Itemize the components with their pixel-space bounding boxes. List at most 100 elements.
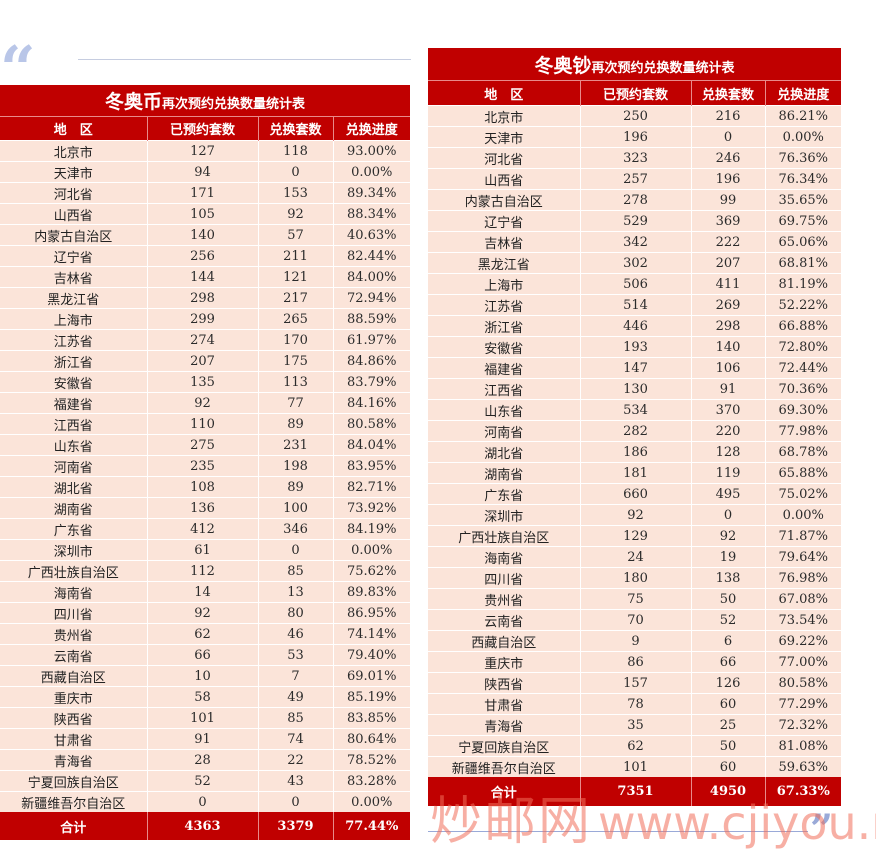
- cell-progress: 76.98%: [764, 567, 842, 589]
- cell-exchanged: 0: [257, 539, 333, 561]
- cell-region: 湖南省: [0, 497, 147, 519]
- cell-exchanged: 43: [257, 770, 333, 792]
- table-row: 福建省 92 77 84.16%: [0, 392, 411, 414]
- cell-progress: 83.85%: [332, 707, 411, 729]
- cell-booked: 94: [146, 161, 258, 183]
- cell-region: 上海市: [428, 273, 580, 295]
- cell-booked: 193: [579, 336, 691, 358]
- cell-exchanged: 265: [257, 308, 333, 330]
- cell-booked: 127: [146, 140, 258, 162]
- cell-progress: 75.02%: [764, 483, 842, 505]
- cell-booked: 323: [579, 147, 691, 169]
- cell-progress: 0.00%: [764, 126, 842, 148]
- cell-region: 海南省: [0, 581, 147, 603]
- cell-progress: 83.95%: [332, 455, 411, 477]
- cell-booked: 52: [146, 770, 258, 792]
- cell-region: 四川省: [0, 602, 147, 624]
- cell-progress: 40.63%: [332, 224, 411, 246]
- table-title: 冬奥币再次预约兑换数量统计表: [0, 85, 411, 117]
- cell-region: 吉林省: [0, 266, 147, 288]
- cell-booked: 274: [146, 329, 258, 351]
- table-row: 北京市 127 118 93.00%: [0, 140, 411, 162]
- cell-exchanged: 196: [690, 168, 765, 190]
- table-row: 山西省 105 92 88.34%: [0, 203, 411, 225]
- cell-exchanged: 7: [257, 665, 333, 687]
- cell-region: 江苏省: [0, 329, 147, 351]
- cell-progress: 84.86%: [332, 350, 411, 372]
- cell-progress: 82.44%: [332, 245, 411, 267]
- cell-booked: 14: [146, 581, 258, 603]
- cell-booked: 92: [579, 504, 691, 526]
- table-row: 江西省 110 89 80.58%: [0, 413, 411, 435]
- table-row: 上海市 299 265 88.59%: [0, 308, 411, 330]
- total-progress: 77.44%: [332, 812, 411, 840]
- cell-exchanged: 6: [690, 630, 765, 652]
- cell-progress: 69.30%: [764, 399, 842, 421]
- cell-exchanged: 100: [257, 497, 333, 519]
- cell-exchanged: 231: [257, 434, 333, 456]
- cell-progress: 74.14%: [332, 623, 411, 645]
- total-exchanged: 4950: [690, 777, 765, 806]
- cell-progress: 61.97%: [332, 329, 411, 351]
- cell-exchanged: 175: [257, 350, 333, 372]
- cell-booked: 92: [146, 392, 258, 414]
- cell-region: 河南省: [428, 420, 580, 442]
- close-quote-icon: ”: [810, 806, 833, 853]
- cell-exchanged: 121: [257, 266, 333, 288]
- cell-region: 安徽省: [0, 371, 147, 393]
- cell-progress: 88.34%: [332, 203, 411, 225]
- cell-booked: 186: [579, 441, 691, 463]
- cell-exchanged: 99: [690, 189, 765, 211]
- table-row: 甘肃省 91 74 80.64%: [0, 728, 411, 750]
- cell-exchanged: 128: [690, 441, 765, 463]
- table-row: 山西省 257 196 76.34%: [428, 168, 842, 190]
- cell-progress: 0.00%: [332, 161, 411, 183]
- cell-booked: 70: [579, 609, 691, 631]
- cell-exchanged: 198: [257, 455, 333, 477]
- cell-progress: 67.08%: [764, 588, 842, 610]
- table-row: 黑龙江省 302 207 68.81%: [428, 252, 842, 274]
- table-row: 海南省 14 13 89.83%: [0, 581, 411, 603]
- cell-region: 贵州省: [0, 623, 147, 645]
- table-row: 江西省 130 91 70.36%: [428, 378, 842, 400]
- watermark-site-name: 炒邮网: [430, 792, 593, 852]
- table-row: 天津市 94 0 0.00%: [0, 161, 411, 183]
- cell-booked: 157: [579, 672, 691, 694]
- table-title-sub: 再次预约兑换数量统计表: [162, 97, 306, 112]
- cell-region: 海南省: [428, 546, 580, 568]
- column-header-exchanged: 兑换套数: [257, 116, 333, 141]
- cell-booked: 0: [146, 791, 258, 812]
- cell-booked: 58: [146, 686, 258, 708]
- cell-exchanged: 113: [257, 371, 333, 393]
- cell-region: 四川省: [428, 567, 580, 589]
- column-header-exchanged: 兑换套数: [690, 80, 765, 106]
- cell-region: 广西壮族自治区: [0, 560, 147, 582]
- cell-exchanged: 411: [690, 273, 765, 295]
- cell-region: 江西省: [0, 413, 147, 435]
- cell-progress: 84.04%: [332, 434, 411, 456]
- cell-region: 浙江省: [428, 315, 580, 337]
- cell-region: 宁夏回族自治区: [428, 735, 580, 757]
- cell-progress: 83.28%: [332, 770, 411, 792]
- cell-booked: 92: [146, 602, 258, 624]
- cell-exchanged: 222: [690, 231, 765, 253]
- cell-region: 浙江省: [0, 350, 147, 372]
- cell-progress: 0.00%: [332, 791, 411, 812]
- table-row: 四川省 180 138 76.98%: [428, 567, 842, 589]
- cell-exchanged: 369: [690, 210, 765, 232]
- cell-progress: 35.65%: [764, 189, 842, 211]
- banknote-exchange-table: 冬奥钞再次预约兑换数量统计表 地 区 已预约套数 兑换套数 兑换进度 北京市 25…: [428, 48, 842, 806]
- cell-exchanged: 346: [257, 518, 333, 540]
- table-title-sub: 再次预约兑换数量统计表: [591, 60, 735, 76]
- table-body: 北京市 127 118 93.00% 天津市 94 0 0.00% 河北省 171 153 89.34…: [0, 140, 411, 812]
- cell-progress: 75.62%: [332, 560, 411, 582]
- column-header-progress: 兑换进度: [764, 80, 842, 106]
- cell-exchanged: 118: [257, 140, 333, 162]
- table-row: 广西壮族自治区 129 92 71.87%: [428, 525, 842, 547]
- cell-exchanged: 153: [257, 182, 333, 204]
- cell-progress: 93.00%: [332, 140, 411, 162]
- cell-exchanged: 495: [690, 483, 765, 505]
- table-row: 广东省 660 495 75.02%: [428, 483, 842, 505]
- cell-exchanged: 106: [690, 357, 765, 379]
